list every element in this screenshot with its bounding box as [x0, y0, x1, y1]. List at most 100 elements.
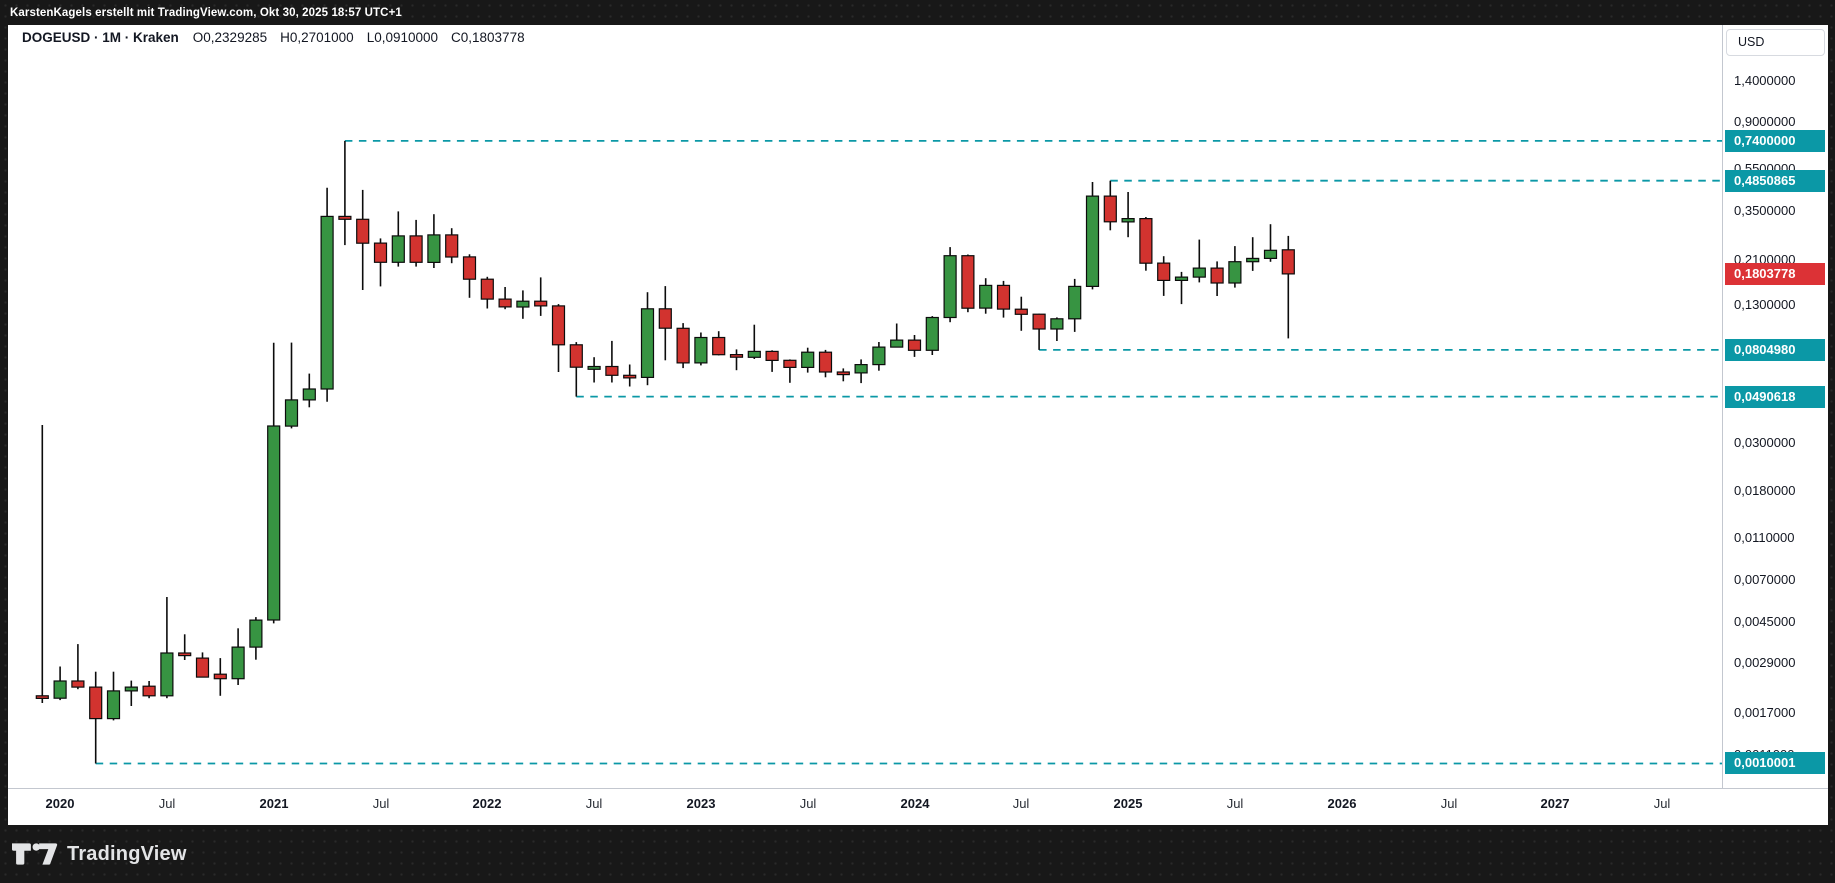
- candle-body: [818, 351, 833, 373]
- time-tick-label: Jul: [1440, 796, 1458, 811]
- price-level-badge: 0,0010001: [1725, 752, 1825, 774]
- price-pane[interactable]: [8, 25, 1722, 788]
- candle-body: [1032, 313, 1046, 330]
- price-tick-label: 0,0017000: [1734, 705, 1796, 720]
- price-tick-label: 0,0070000: [1734, 572, 1796, 587]
- candle-body: [53, 680, 67, 699]
- candle-body: [178, 652, 192, 657]
- candle-body: [534, 300, 548, 307]
- time-tick-label: 2024: [900, 796, 930, 811]
- time-tick-label: Jul: [1653, 796, 1671, 811]
- ohlc-value: O0,2329285: [192, 30, 268, 45]
- candle-body: [1103, 195, 1117, 223]
- time-tick-label: 2022: [472, 796, 502, 811]
- candle-body: [694, 336, 708, 364]
- candle-body: [35, 695, 49, 699]
- ohlc-value: C0,1803778: [451, 30, 525, 45]
- time-tick-label: 2027: [1540, 796, 1570, 811]
- candle-body: [1139, 218, 1153, 264]
- candle-body: [462, 256, 477, 280]
- price-level-badge: 0,0490618: [1725, 386, 1825, 408]
- time-tick-label: Jul: [799, 796, 817, 811]
- candle-body: [907, 339, 922, 351]
- symbol-title[interactable]: DOGEUSD · 1M · Kraken: [22, 30, 179, 45]
- candle-body: [1085, 195, 1100, 288]
- time-axis[interactable]: 2020 Jul 2021 Jul 2022 Jul 2023 Jul 2024 Jul 2025 J…: [8, 789, 1828, 825]
- price-tick-label: 0,0045000: [1734, 614, 1796, 629]
- candle-body: [142, 685, 156, 697]
- price-tick-label: 0,0029000: [1734, 655, 1796, 670]
- candle-body: [569, 344, 583, 368]
- candle-body: [925, 316, 939, 351]
- candle-body: [284, 399, 299, 427]
- candle-body: [409, 235, 423, 263]
- candle-body: [302, 388, 316, 401]
- candle-body: [943, 255, 957, 319]
- candle-body: [267, 425, 281, 621]
- time-tick-label: 2020: [45, 796, 75, 811]
- time-tick-label: Jul: [372, 796, 390, 811]
- candle-body: [996, 284, 1011, 310]
- candle-body: [640, 308, 655, 378]
- price-tick-label: 0,0300000: [1734, 435, 1796, 450]
- candle-body: [1210, 267, 1224, 284]
- price-tick-label: 0,0180000: [1734, 483, 1796, 498]
- candle-body: [747, 350, 761, 358]
- tradingview-logo-text: TradingView: [67, 842, 187, 865]
- candle-body: [213, 673, 227, 680]
- candle-body: [765, 350, 779, 361]
- price-axis[interactable]: USD 1,4000000 0,9000000 0,5500000 0,3500000…: [1723, 25, 1828, 788]
- candle-body: [71, 680, 85, 688]
- candle-body: [445, 234, 459, 258]
- candle-body: [658, 308, 672, 329]
- ohlc-value: H0,2701000: [280, 30, 354, 45]
- time-tick-label: 2026: [1327, 796, 1357, 811]
- symbol-legend[interactable]: DOGEUSD · 1M · Kraken O0,2329285 H0,27010…: [22, 30, 525, 45]
- candle-body: [854, 364, 868, 374]
- currency-usd-button[interactable]: USD: [1726, 29, 1825, 56]
- price-tick-label: 0,1300000: [1734, 297, 1796, 312]
- candle-body: [729, 354, 744, 358]
- chart-panel: DOGEUSD · 1M · Kraken O0,2329285 H0,27010…: [8, 25, 1828, 825]
- ohlc-value: L0,0910000: [366, 30, 439, 45]
- candle-body: [160, 652, 174, 697]
- candle-body: [231, 646, 245, 680]
- candle-body: [427, 234, 441, 263]
- price-tick-label: 0,0110000: [1734, 530, 1795, 545]
- candle-body: [979, 284, 993, 309]
- top-attribution-bar: KarstenKagels erstellt mit TradingView.c…: [0, 0, 1835, 25]
- attribution-text: KarstenKagels erstellt mit TradingView.c…: [10, 6, 402, 19]
- candle-body: [195, 657, 210, 678]
- candle-body: [356, 218, 370, 244]
- candle-body: [1192, 267, 1206, 278]
- price-tick-label: 0,3500000: [1734, 203, 1796, 218]
- candle-body: [338, 215, 352, 220]
- candle-body: [1174, 276, 1189, 282]
- candle-body: [1014, 308, 1028, 315]
- candle-body: [551, 305, 566, 346]
- candle-body: [587, 365, 601, 370]
- candle-body: [605, 365, 619, 376]
- time-axis-separator: [8, 788, 1828, 789]
- tradingview-logo-icon: [12, 843, 58, 865]
- candle-body: [1246, 257, 1260, 263]
- price-tick-label: 0,9000000: [1734, 114, 1796, 129]
- candle-body: [320, 215, 334, 390]
- time-tick-label: 2021: [259, 796, 289, 811]
- price-tick-label: 1,4000000: [1734, 73, 1796, 88]
- candle-body: [623, 374, 637, 379]
- time-tick-label: Jul: [158, 796, 176, 811]
- tradingview-logo[interactable]: TradingView: [12, 842, 187, 866]
- candle-body: [124, 686, 138, 692]
- time-tick-label: 2025: [1113, 796, 1143, 811]
- candle-body: [391, 235, 405, 263]
- candle-body: [801, 351, 815, 369]
- candle-body: [1281, 249, 1295, 275]
- candle-body: [872, 346, 886, 366]
- candle-body: [89, 686, 103, 720]
- price-level-badge: 0,4850865: [1725, 170, 1825, 192]
- time-tick-label: 2023: [686, 796, 716, 811]
- candle-body: [516, 300, 530, 308]
- candle-body: [890, 339, 904, 348]
